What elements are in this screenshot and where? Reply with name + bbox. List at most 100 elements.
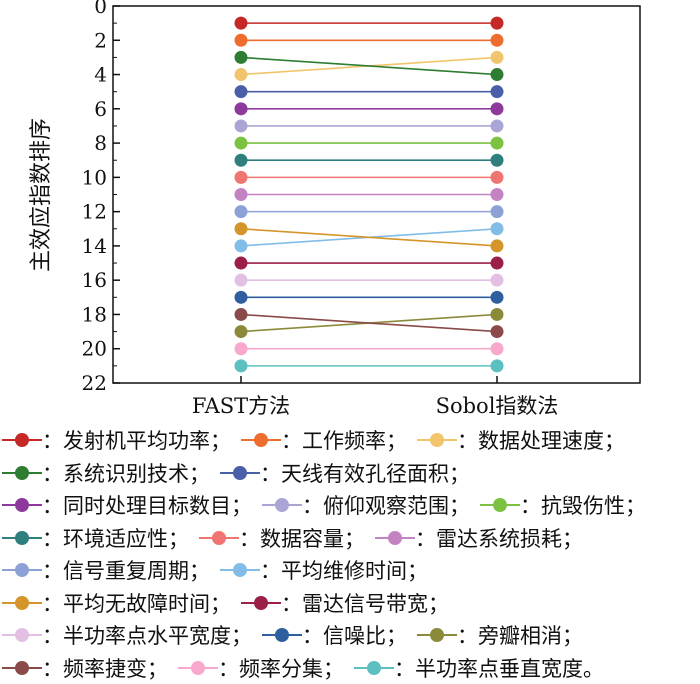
y-tick-label: 2 xyxy=(94,28,107,52)
legend-entry: ：俯仰观察范围； xyxy=(260,490,470,520)
legend-colon: ： xyxy=(42,458,63,488)
legend-colon: ： xyxy=(42,620,63,650)
legend-label: 数据容量 xyxy=(260,523,344,553)
y-axis-label: 主效应指数排序 xyxy=(29,118,54,272)
legend-label: 天线有效孔径面积 xyxy=(281,458,449,488)
series-15 xyxy=(235,257,504,270)
legend-label: 系统识别技术 xyxy=(63,458,189,488)
data-point xyxy=(235,359,248,372)
legend-punctuation: ； xyxy=(189,555,210,585)
data-point xyxy=(491,342,504,355)
data-point xyxy=(235,291,248,304)
legend-marker xyxy=(241,596,281,610)
legend-label: 同时处理目标数目 xyxy=(63,490,231,520)
legend-entry: ：半功率点垂直宽度。 xyxy=(352,653,604,683)
data-point xyxy=(235,68,248,81)
legend-label: 俯仰观察范围 xyxy=(323,490,449,520)
legend-colon: ： xyxy=(218,653,239,683)
data-point xyxy=(235,325,248,338)
data-point xyxy=(235,154,248,167)
legend-marker xyxy=(480,498,520,512)
legend-colon: ： xyxy=(281,588,302,618)
legend-punctuation: ； xyxy=(231,620,252,650)
legend-colon: ： xyxy=(457,425,478,455)
legend-entry: ：数据处理速度； xyxy=(415,425,625,455)
legend-punctuation: ； xyxy=(231,490,252,520)
data-point xyxy=(235,137,248,150)
legend: ：发射机平均功率；：工作频率；：数据处理速度；：系统识别技术；：天线有效孔径面积… xyxy=(0,424,700,684)
legend-row: ：半功率点水平宽度；：信噪比；：旁瓣相消； xyxy=(0,619,700,652)
data-point xyxy=(491,119,504,132)
legend-punctuation: ； xyxy=(323,653,344,683)
series-17 xyxy=(235,291,504,304)
legend-punctuation: ； xyxy=(449,458,470,488)
legend-marker xyxy=(2,531,42,545)
legend-row: ：平均无故障时间；：雷达信号带宽； xyxy=(0,587,700,620)
legend-label: 抗毁伤性 xyxy=(541,490,625,520)
data-point xyxy=(235,188,248,201)
legend-punctuation: ； xyxy=(428,588,449,618)
data-point xyxy=(491,102,504,115)
legend-entry: ：雷达信号带宽； xyxy=(239,588,449,618)
legend-colon: ： xyxy=(260,458,281,488)
legend-marker xyxy=(178,661,218,675)
data-point xyxy=(491,154,504,167)
data-point xyxy=(235,34,248,47)
data-point xyxy=(491,68,504,81)
legend-punctuation: 。 xyxy=(583,653,604,683)
legend-entry: ：信号重复周期； xyxy=(0,555,210,585)
data-point xyxy=(235,308,248,321)
series-7 xyxy=(235,119,504,132)
data-point xyxy=(491,137,504,150)
data-point xyxy=(491,188,504,201)
data-point xyxy=(491,308,504,321)
legend-label: 环境适应性 xyxy=(63,523,168,553)
legend-colon: ： xyxy=(42,588,63,618)
series-4 xyxy=(235,51,504,81)
legend-label: 频率捷变 xyxy=(63,653,147,683)
legend-marker xyxy=(417,433,457,447)
legend-marker xyxy=(220,466,260,480)
y-tick-label: 4 xyxy=(94,63,107,87)
legend-entry: ：信噪比； xyxy=(260,620,407,650)
legend-punctuation: ； xyxy=(168,523,189,553)
legend-label: 信号重复周期 xyxy=(63,555,189,585)
legend-colon: ： xyxy=(520,490,541,520)
legend-colon: ： xyxy=(281,425,302,455)
data-point xyxy=(235,102,248,115)
y-tick-label: 16 xyxy=(82,268,107,292)
y-tick-label: 12 xyxy=(82,200,107,224)
legend-entry: ：环境适应性； xyxy=(0,523,189,553)
legend-colon: ： xyxy=(42,555,63,585)
data-point xyxy=(235,119,248,132)
data-point xyxy=(491,291,504,304)
legend-marker xyxy=(2,661,42,675)
legend-label: 信噪比 xyxy=(323,620,386,650)
legend-entry: ：半功率点水平宽度； xyxy=(0,620,252,650)
series-12 xyxy=(235,205,504,218)
legend-punctuation: ； xyxy=(147,653,168,683)
legend-punctuation: ； xyxy=(344,523,365,553)
legend-row: ：环境适应性；：数据容量；：雷达系统损耗； xyxy=(0,522,700,555)
legend-entry: ：发射机平均功率； xyxy=(0,425,231,455)
legend-entry: ：频率分集； xyxy=(176,653,344,683)
legend-marker xyxy=(199,531,239,545)
data-point xyxy=(491,239,504,252)
legend-punctuation: ； xyxy=(189,458,210,488)
legend-punctuation: ； xyxy=(210,588,231,618)
legend-marker xyxy=(2,563,42,577)
legend-marker xyxy=(262,498,302,512)
legend-row: ：信号重复周期； ：平均维修时间； xyxy=(0,554,700,587)
legend-row: ：同时处理目标数目；：俯仰观察范围；：抗毁伤性； xyxy=(0,489,700,522)
series-14 xyxy=(235,222,504,252)
legend-marker xyxy=(2,628,42,642)
series-2 xyxy=(235,34,504,47)
legend-label: 半功率点垂直宽度 xyxy=(415,653,583,683)
data-point xyxy=(491,51,504,64)
legend-marker xyxy=(220,563,260,577)
legend-entry: ：平均维修时间； xyxy=(218,555,428,585)
y-tick-label: 8 xyxy=(94,131,107,155)
data-point xyxy=(235,222,248,235)
legend-marker xyxy=(2,498,42,512)
